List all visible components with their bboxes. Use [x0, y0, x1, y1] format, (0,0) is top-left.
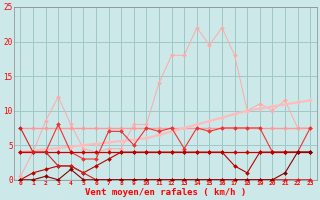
- X-axis label: Vent moyen/en rafales ( km/h ): Vent moyen/en rafales ( km/h ): [85, 188, 246, 197]
